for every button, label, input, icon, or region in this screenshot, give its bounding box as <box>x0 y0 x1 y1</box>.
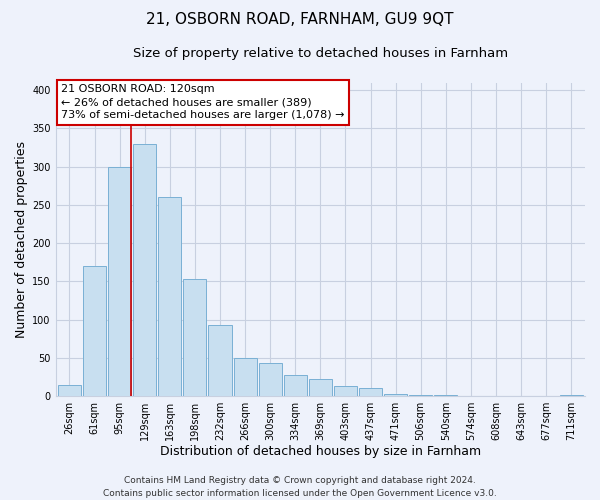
Bar <box>83 266 106 396</box>
Text: 21 OSBORN ROAD: 120sqm
← 26% of detached houses are smaller (389)
73% of semi-de: 21 OSBORN ROAD: 120sqm ← 26% of detached… <box>61 84 344 120</box>
Text: Contains HM Land Registry data © Crown copyright and database right 2024.
Contai: Contains HM Land Registry data © Crown c… <box>103 476 497 498</box>
Bar <box>359 388 382 396</box>
Bar <box>158 197 181 396</box>
Bar <box>208 325 232 396</box>
Bar <box>108 166 131 396</box>
Bar <box>58 384 81 396</box>
Y-axis label: Number of detached properties: Number of detached properties <box>15 141 28 338</box>
Bar <box>560 394 583 396</box>
Bar <box>409 394 432 396</box>
X-axis label: Distribution of detached houses by size in Farnham: Distribution of detached houses by size … <box>160 444 481 458</box>
Bar <box>184 279 206 396</box>
Bar <box>233 358 257 396</box>
Bar <box>334 386 357 396</box>
Bar <box>309 378 332 396</box>
Bar <box>259 363 281 396</box>
Text: 21, OSBORN ROAD, FARNHAM, GU9 9QT: 21, OSBORN ROAD, FARNHAM, GU9 9QT <box>146 12 454 28</box>
Bar <box>133 144 156 396</box>
Bar <box>284 376 307 396</box>
Title: Size of property relative to detached houses in Farnham: Size of property relative to detached ho… <box>133 48 508 60</box>
Bar <box>384 394 407 396</box>
